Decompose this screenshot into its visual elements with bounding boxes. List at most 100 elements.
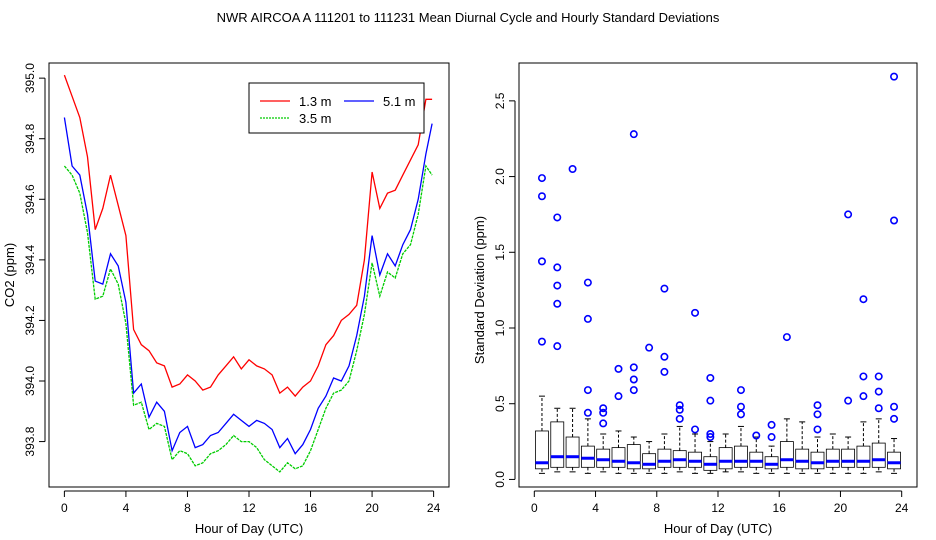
outlier-point <box>890 72 899 81</box>
outlier-point <box>691 308 700 317</box>
box-hour-2.5 <box>565 165 580 473</box>
left-y-tick-label: 394.2 <box>23 305 37 335</box>
box-hour-14.5 <box>749 431 764 474</box>
legend-label-3-5m: 3.5 m <box>299 111 332 126</box>
box-hour-17.5 <box>795 421 810 474</box>
box-hour-6.5 <box>626 130 641 474</box>
outlier-point <box>890 216 899 225</box>
outlier-point <box>629 363 638 372</box>
outlier-point <box>752 431 761 440</box>
left-series-group <box>63 74 433 473</box>
outlier-point <box>629 375 638 384</box>
outlier-point <box>782 333 791 342</box>
outlier-point <box>660 352 669 361</box>
box-hour-7.5 <box>642 343 657 474</box>
right-boxes-group <box>535 72 901 474</box>
left-x-tick-label: 0 <box>61 501 68 515</box>
left-y-tick-label: 394.0 <box>23 366 37 396</box>
outlier-point <box>599 404 608 413</box>
outlier-point <box>813 401 822 410</box>
right-y-tick-label: 0.5 <box>493 395 507 412</box>
left-x-tick-label: 24 <box>427 501 441 515</box>
iqr-box <box>642 453 657 470</box>
outlier-point <box>844 210 853 219</box>
box-hour-5.5 <box>611 364 626 474</box>
outlier-point <box>874 387 883 396</box>
box-hour-10.5 <box>688 308 702 474</box>
left-y-tick-label: 394.4 <box>23 245 37 275</box>
outlier-point <box>537 257 546 266</box>
iqr-box <box>734 445 748 468</box>
co2-diurnal-panel: 0 4 8 12 16 20 24 393.8 394.0 394.2 394.4 394.6 394… <box>2 62 450 536</box>
left-x-label: Hour of Day (UTC) <box>195 521 303 536</box>
right-x-label: Hour of Day (UTC) <box>664 521 772 536</box>
iqr-box <box>626 444 641 470</box>
outlier-point <box>583 408 592 417</box>
outlier-point <box>767 433 776 442</box>
iqr-box <box>657 448 672 468</box>
left-x-tick-label: 4 <box>123 501 130 515</box>
legend-label-1-3m: 1.3 m <box>299 94 332 109</box>
left-x-tick-label: 8 <box>184 501 191 515</box>
outlier-point <box>874 404 883 413</box>
right-x-tick-label: 24 <box>895 501 909 515</box>
outlier-point <box>583 278 592 287</box>
iqr-box <box>535 430 549 470</box>
outlier-point <box>553 299 562 308</box>
box-hour-16.5 <box>779 333 794 474</box>
outlier-point <box>767 420 776 429</box>
outlier-point <box>859 372 868 381</box>
iqr-box <box>565 436 580 468</box>
left-x-axis: 0 4 8 12 16 20 24 <box>61 490 441 515</box>
right-x-tick-label: 0 <box>531 501 538 515</box>
iqr-box <box>749 451 764 468</box>
right-x-tick-label: 16 <box>773 501 787 515</box>
iqr-box <box>718 447 733 470</box>
iqr-box <box>596 448 611 468</box>
outlier-point <box>890 402 899 411</box>
outlier-point <box>553 281 562 290</box>
box-hour-18.5 <box>810 401 825 474</box>
right-x-tick-label: 8 <box>653 501 660 515</box>
outlier-point <box>813 425 822 434</box>
outlier-point <box>537 174 546 183</box>
outlier-point <box>874 372 883 381</box>
right-y-tick-label: 2.0 <box>493 168 507 185</box>
right-x-axis: 0 4 8 12 16 20 24 <box>531 490 909 515</box>
outlier-point <box>675 401 684 410</box>
right-plot-frame <box>518 62 918 488</box>
outlier-point <box>629 130 638 139</box>
left-x-tick-label: 16 <box>304 501 318 515</box>
outlier-point <box>736 402 745 411</box>
outlier-point <box>736 410 745 419</box>
outlier-point <box>706 429 715 438</box>
outlier-point <box>844 396 853 405</box>
outlier-point <box>629 386 638 395</box>
right-y-tick-label: 1.0 <box>493 319 507 336</box>
iqr-box <box>856 445 871 468</box>
std-dev-boxplot-panel: 0 4 8 12 16 20 24 0.0 0.5 1.0 1.5 2.0 2.5 Hour of D… <box>472 62 918 536</box>
box-hour-11.5 <box>703 373 718 474</box>
left-x-tick-label: 12 <box>242 501 256 515</box>
right-y-label: Standard Deviation (ppm) <box>472 216 487 364</box>
left-y-tick-label: 395.0 <box>23 63 37 93</box>
left-x-tick-label: 20 <box>365 501 379 515</box>
right-x-tick-label: 20 <box>834 501 848 515</box>
box-hour-19.5 <box>825 433 840 474</box>
left-y-tick-label: 393.8 <box>23 426 37 456</box>
series-line-3-5-m <box>63 164 433 473</box>
outlier-point <box>706 396 715 405</box>
outlier-point <box>553 263 562 272</box>
chart-title: NWR AIRCOA A 111201 to 111231 Mean Diurn… <box>217 10 720 25</box>
box-hour-8.5 <box>657 284 672 474</box>
outlier-point <box>890 414 899 423</box>
outlier-point <box>614 364 623 373</box>
box-hour-21.5 <box>856 295 871 474</box>
outlier-point <box>537 337 546 346</box>
outlier-point <box>675 405 684 414</box>
iqr-box <box>550 421 565 468</box>
outlier-point <box>706 373 715 382</box>
iqr-box <box>871 442 886 468</box>
outlier-point <box>660 367 669 376</box>
